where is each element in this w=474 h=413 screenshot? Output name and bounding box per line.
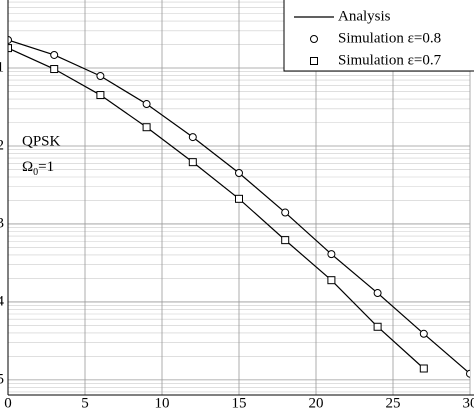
marker (50, 50, 59, 59)
x-tick-label: 25 (386, 395, 401, 411)
annotation-symbol: Ω (22, 159, 33, 175)
marker (8, 44, 12, 53)
marker (142, 123, 151, 132)
line (8, 47, 425, 369)
y-tick-label: 2 (0, 137, 4, 153)
marker (235, 194, 243, 203)
legend-swatch (310, 57, 318, 65)
marker (373, 289, 382, 298)
x-tick-label: 20 (309, 395, 324, 411)
y-tick-label: 3 (0, 215, 4, 231)
marker (281, 236, 290, 245)
legend-label: Simulation ε=0.8 (338, 30, 441, 46)
legend-label: Simulation ε=0.7 (338, 52, 442, 68)
marker (142, 100, 151, 109)
y-tick-label: 1 (0, 59, 4, 75)
annotation: Ω0=1 (22, 159, 54, 178)
marker (419, 329, 428, 338)
x-tick-label: 10 (155, 395, 170, 411)
marker (419, 364, 428, 373)
marker (466, 369, 470, 378)
x-tick-label: 15 (232, 395, 247, 411)
annotation-rest: =1 (38, 159, 54, 175)
legend-swatch (310, 35, 318, 43)
marker (96, 71, 105, 80)
marker (281, 208, 290, 217)
marker (188, 158, 197, 167)
marker (50, 65, 59, 74)
marker (327, 250, 336, 259)
marker (327, 276, 336, 285)
marker (188, 133, 197, 142)
legend-label: Analysis (338, 8, 391, 24)
marker (96, 91, 105, 100)
x-tick-label: 0 (4, 395, 12, 411)
y-tick-label: 5 (0, 371, 4, 387)
plot-area (8, 35, 470, 378)
marker (8, 35, 12, 44)
legend: Analysis Simulation ε=0.8 Simulation ε=0.7 (283, 0, 474, 72)
y-tick-label: 4 (0, 293, 5, 309)
annotation: QPSK (22, 133, 61, 149)
marker (373, 322, 382, 331)
annotation-subscript: 0 (33, 167, 38, 178)
marker (235, 169, 243, 178)
x-tick-label: 5 (81, 395, 89, 411)
x-tick-label: 30 (463, 395, 474, 411)
